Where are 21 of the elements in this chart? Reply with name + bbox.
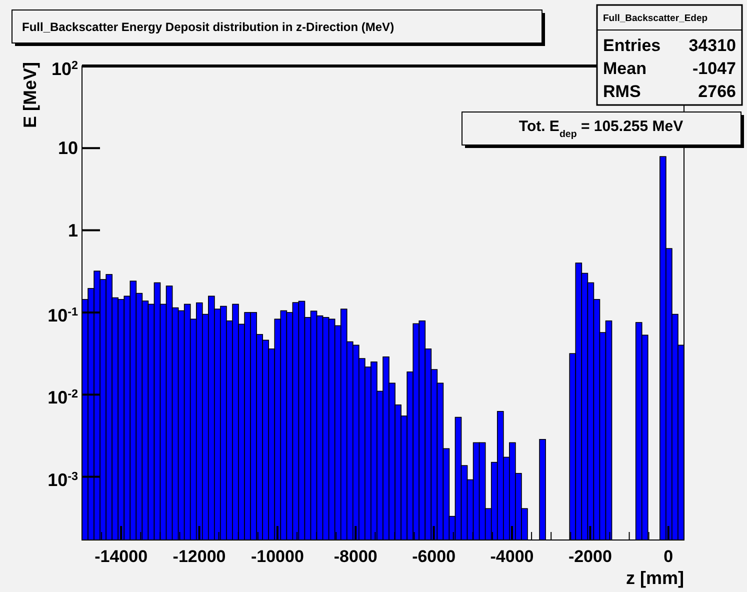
- y-tick-label: 10$^{-3}$: [48, 469, 78, 490]
- y-tick-label: 10$^{2}$: [51, 58, 78, 79]
- x-tick-label: -14000: [94, 547, 148, 566]
- title-box: Full_Backscatter Energy Deposit distribution in z-Direction (MeV): [12, 10, 545, 46]
- x-tick-label: -2000: [568, 547, 612, 566]
- chart-title: Full_Backscatter Energy Deposit distribution in z-Direction (MeV): [22, 20, 394, 34]
- text-box: Tot. E$_{dep}$ = 105.255 MeV: [462, 112, 744, 148]
- stats-box: Full_Backscatter_Edep Entries 34310 Mean -1047 RMS 2766: [596, 4, 743, 106]
- x-tick-label: -4000: [490, 547, 534, 566]
- x-tick-label: -10000: [250, 547, 304, 566]
- x-axis-title: z [mm]: [626, 568, 684, 588]
- y-tick-label: 10$^{-2}$: [48, 387, 78, 408]
- y-axis-title: E [MeV]: [20, 62, 40, 128]
- x-tick-label: 0: [664, 547, 674, 566]
- x-tick-label: -8000: [334, 547, 378, 566]
- x-tick-label: -6000: [412, 547, 456, 566]
- y-tick-label: 10: [58, 138, 78, 158]
- x-tick-label: -12000: [172, 547, 226, 566]
- annotation: Tot. E$_{dep}$ = 105.255 MeV: [518, 118, 684, 140]
- y-tick-label: 1: [68, 220, 78, 240]
- y-tick-label: 10$^{-1}$: [48, 304, 78, 326]
